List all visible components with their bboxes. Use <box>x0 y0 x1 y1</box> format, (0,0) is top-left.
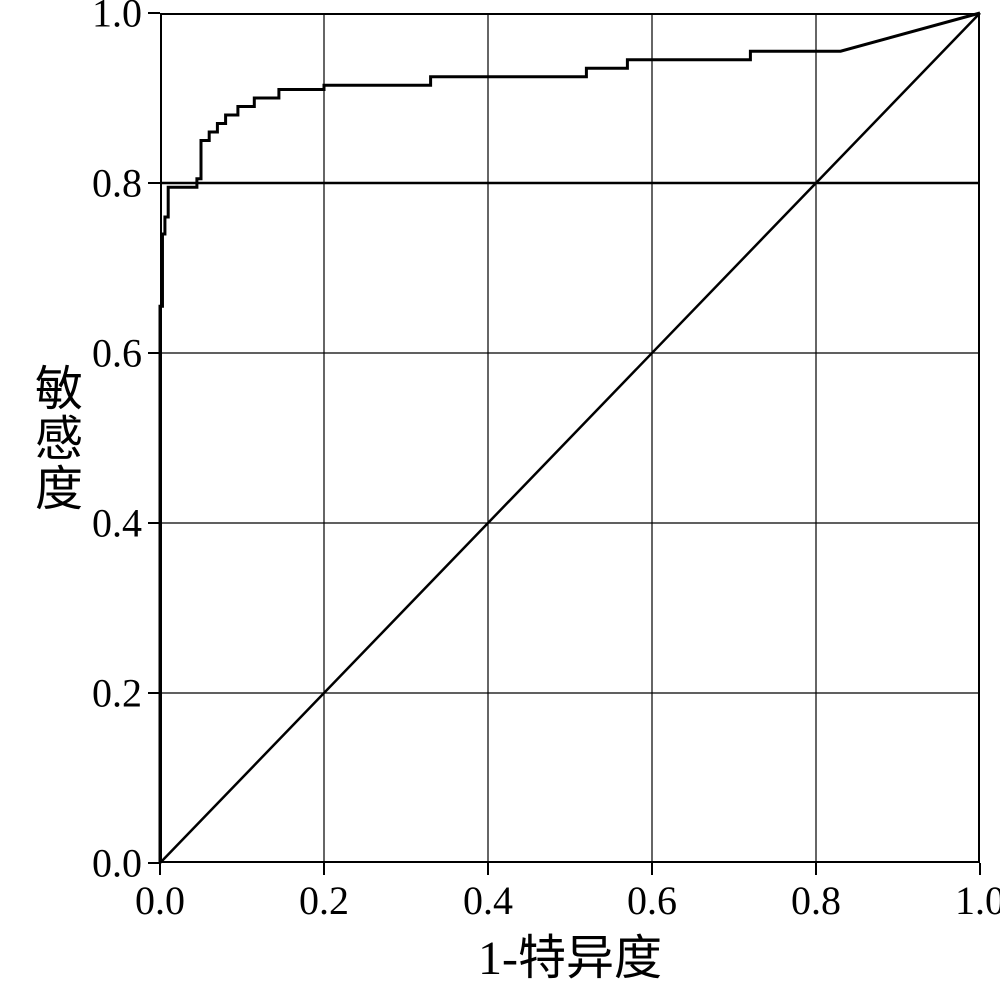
x-tick-label: 0.8 <box>791 877 841 924</box>
y-tick-label: 0.8 <box>92 160 142 207</box>
x-tick-mark <box>159 863 161 875</box>
y-tick-label: 0.0 <box>92 840 142 887</box>
x-tick-mark <box>979 863 981 875</box>
x-tick-label: 0.4 <box>463 877 513 924</box>
roc-figure: 0.00.20.40.60.81.0 0.00.20.40.60.81.0 1-… <box>0 0 1000 983</box>
y-tick-mark <box>148 522 160 524</box>
x-axis-label: 1-特异度 <box>478 918 662 988</box>
y-tick-label: 1.0 <box>92 0 142 37</box>
y-tick-mark <box>148 12 160 14</box>
x-tick-label: 1.0 <box>955 877 1000 924</box>
x-tick-label: 0.6 <box>627 877 677 924</box>
y-tick-mark <box>148 692 160 694</box>
y-tick-label: 0.4 <box>92 500 142 547</box>
x-tick-label: 0.0 <box>135 877 185 924</box>
y-axis-label: 敏感度 <box>18 363 88 513</box>
x-tick-mark <box>651 863 653 875</box>
y-tick-mark <box>148 352 160 354</box>
y-tick-label: 0.2 <box>92 670 142 717</box>
x-tick-label: 0.2 <box>299 877 349 924</box>
x-tick-mark <box>323 863 325 875</box>
plot-area <box>160 13 980 863</box>
y-tick-mark <box>148 182 160 184</box>
chart-lines <box>160 13 980 863</box>
y-tick-label: 0.6 <box>92 330 142 377</box>
y-tick-mark <box>148 862 160 864</box>
x-tick-mark <box>815 863 817 875</box>
x-tick-mark <box>487 863 489 875</box>
